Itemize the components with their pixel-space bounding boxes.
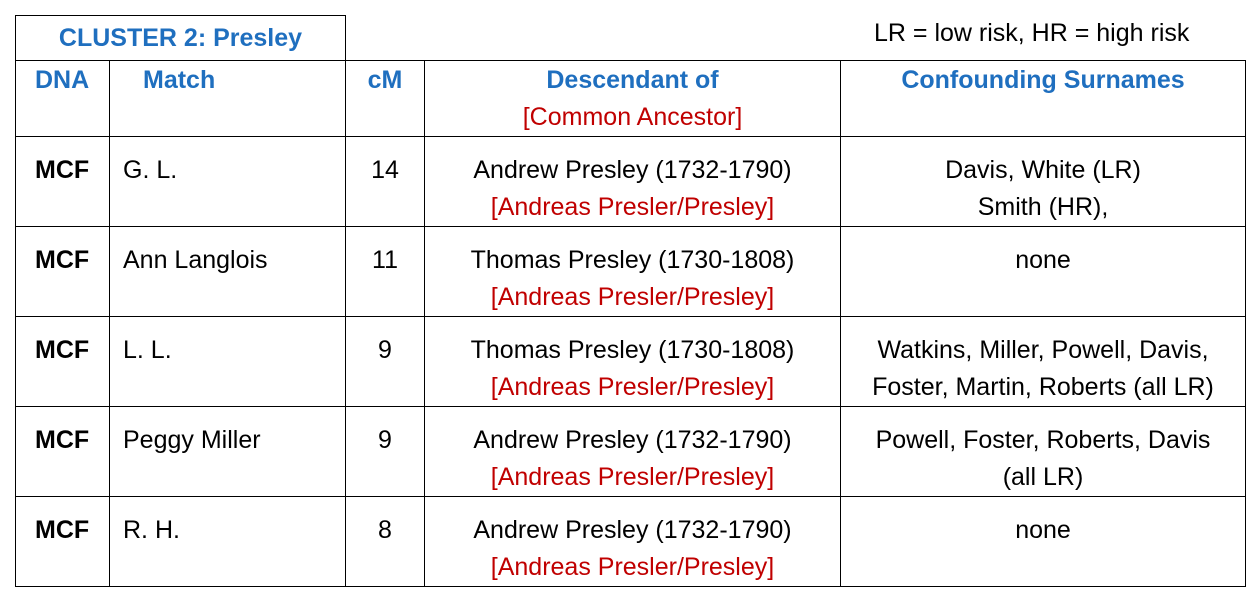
cell-confounding: none [840, 496, 1246, 587]
confounding-line: none [1015, 246, 1071, 274]
cell-dna: MCF [15, 226, 110, 317]
table-row: MCF Peggy Miller 9 Andrew Presley (1732-… [15, 406, 1246, 497]
descendant-name: Andrew Presley (1732-1790) [473, 516, 792, 544]
table-header-row: DNA Match cM Descendant of [Common Ances… [15, 60, 1246, 137]
common-ancestor: [Andreas Presler/Presley] [490, 463, 775, 491]
table-row: MCF R. H. 8 Andrew Presley (1732-1790) [… [15, 496, 1246, 587]
confounding-line: Smith (HR), [977, 193, 1109, 221]
descendant-name: Andrew Presley (1732-1790) [473, 426, 792, 454]
confounding-line: Watkins, Miller, Powell, Davis, [877, 336, 1209, 364]
risk-legend: LR = low risk, HR = high risk [874, 19, 1190, 47]
header-confounding: Confounding Surnames [840, 60, 1246, 137]
common-ancestor: [Andreas Presler/Presley] [490, 193, 775, 221]
cell-descendant: Andrew Presley (1732-1790) [Andreas Pres… [424, 406, 841, 497]
cell-match: G. L. [109, 136, 346, 227]
header-common-ancestor: [Common Ancestor] [522, 103, 743, 131]
common-ancestor: [Andreas Presler/Presley] [490, 373, 775, 401]
descendant-name: Thomas Presley (1730-1808) [470, 246, 795, 274]
cell-confounding: Powell, Foster, Roberts, Davis (all LR) [840, 406, 1246, 497]
cell-cm: 11 [345, 226, 425, 317]
cell-match: Peggy Miller [109, 406, 346, 497]
cell-match: L. L. [109, 316, 346, 407]
cell-descendant: Thomas Presley (1730-1808) [Andreas Pres… [424, 316, 841, 407]
cell-cm: 9 [345, 406, 425, 497]
cell-cm: 9 [345, 316, 425, 407]
cell-match: R. H. [109, 496, 346, 587]
descendant-name: Thomas Presley (1730-1808) [470, 336, 795, 364]
confounding-line: Davis, White (LR) [945, 156, 1141, 184]
cell-dna: MCF [15, 316, 110, 407]
header-descendant: Descendant of [Common Ancestor] [424, 60, 841, 137]
confounding-line: Foster, Martin, Roberts (all LR) [872, 373, 1214, 401]
cell-confounding: none [840, 226, 1246, 317]
confounding-line: Powell, Foster, Roberts, Davis [875, 426, 1211, 454]
cell-dna: MCF [15, 496, 110, 587]
cell-descendant: Andrew Presley (1732-1790) [Andreas Pres… [424, 496, 841, 587]
common-ancestor: [Andreas Presler/Presley] [490, 283, 775, 311]
confounding-line: (all LR) [1002, 463, 1084, 491]
common-ancestor: [Andreas Presler/Presley] [490, 553, 775, 581]
cell-cm: 14 [345, 136, 425, 227]
cell-dna: MCF [15, 406, 110, 497]
cell-dna: MCF [15, 136, 110, 227]
table-row: MCF G. L. 14 Andrew Presley (1732-1790) … [15, 136, 1246, 227]
dna-match-table: DNA Match cM Descendant of [Common Ances… [15, 60, 1246, 587]
header-dna: DNA [15, 60, 110, 137]
header-cm: cM [345, 60, 425, 137]
cell-descendant: Thomas Presley (1730-1808) [Andreas Pres… [424, 226, 841, 317]
header-match: Match [109, 60, 346, 137]
confounding-line: none [1015, 516, 1071, 544]
descendant-name: Andrew Presley (1732-1790) [473, 156, 792, 184]
cluster-title: CLUSTER 2: Presley [15, 15, 346, 61]
cell-confounding: Davis, White (LR) Smith (HR), [840, 136, 1246, 227]
table-row: MCF Ann Langlois 11 Thomas Presley (1730… [15, 226, 1246, 317]
cell-descendant: Andrew Presley (1732-1790) [Andreas Pres… [424, 136, 841, 227]
cell-cm: 8 [345, 496, 425, 587]
header-descendant-label: Descendant of [546, 66, 719, 94]
cell-confounding: Watkins, Miller, Powell, Davis, Foster, … [840, 316, 1246, 407]
table-row: MCF L. L. 9 Thomas Presley (1730-1808) [… [15, 316, 1246, 407]
cell-match: Ann Langlois [109, 226, 346, 317]
